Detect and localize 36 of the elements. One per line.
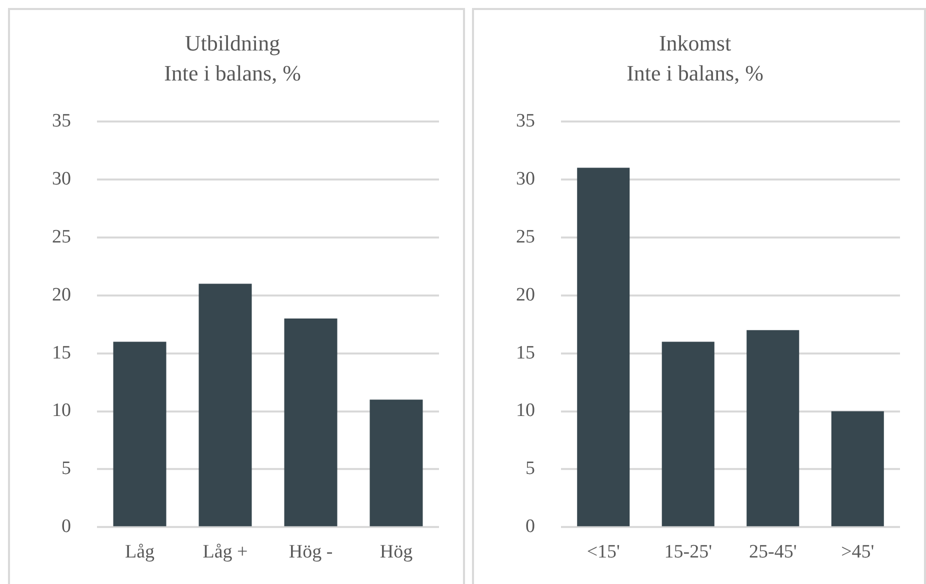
y-tick-label: 30 — [52, 168, 71, 190]
x-tick-label: 25-45' — [748, 542, 797, 563]
bar — [577, 168, 630, 526]
text: Inte i balans, % — [164, 60, 301, 86]
y-tick-label: 35 — [52, 110, 71, 132]
y-tick-label: 15 — [516, 342, 535, 364]
x-tick-label: Låg + — [202, 542, 248, 563]
y-tick-label: 20 — [516, 284, 535, 306]
y-tick-label: 0 — [526, 516, 535, 538]
y-tick-label: 25 — [52, 226, 71, 248]
text: Inte i balans, % — [626, 60, 764, 86]
y-tick-label: 20 — [52, 284, 71, 306]
bar — [370, 400, 423, 526]
y-tick-label: 30 — [516, 168, 535, 190]
bar — [746, 330, 800, 526]
y-tick-label: 25 — [516, 226, 535, 248]
text: Inkomst — [658, 30, 732, 56]
x-tick-label: Hög — [380, 542, 414, 563]
y-tick-label: 10 — [52, 400, 71, 422]
bar — [198, 284, 252, 526]
x-tick-label: Låg — [124, 542, 156, 563]
y-tick-label: 5 — [526, 458, 535, 480]
y-tick-label: 35 — [516, 110, 535, 132]
y-tick-label: 10 — [516, 400, 535, 422]
y-tick-label: 5 — [62, 458, 71, 480]
y-tick-label: 0 — [62, 516, 71, 538]
x-tick-label: <15' — [586, 542, 620, 563]
x-tick-label: Hög - — [288, 542, 333, 563]
y-tick-label: 15 — [52, 342, 71, 364]
x-tick-label: >45' — [841, 542, 874, 563]
bar — [284, 318, 338, 526]
bar — [831, 411, 884, 526]
x-tick-label: 15-25' — [664, 542, 712, 563]
text: Utbildning — [184, 30, 280, 56]
bar — [113, 342, 166, 526]
bar — [662, 342, 714, 526]
